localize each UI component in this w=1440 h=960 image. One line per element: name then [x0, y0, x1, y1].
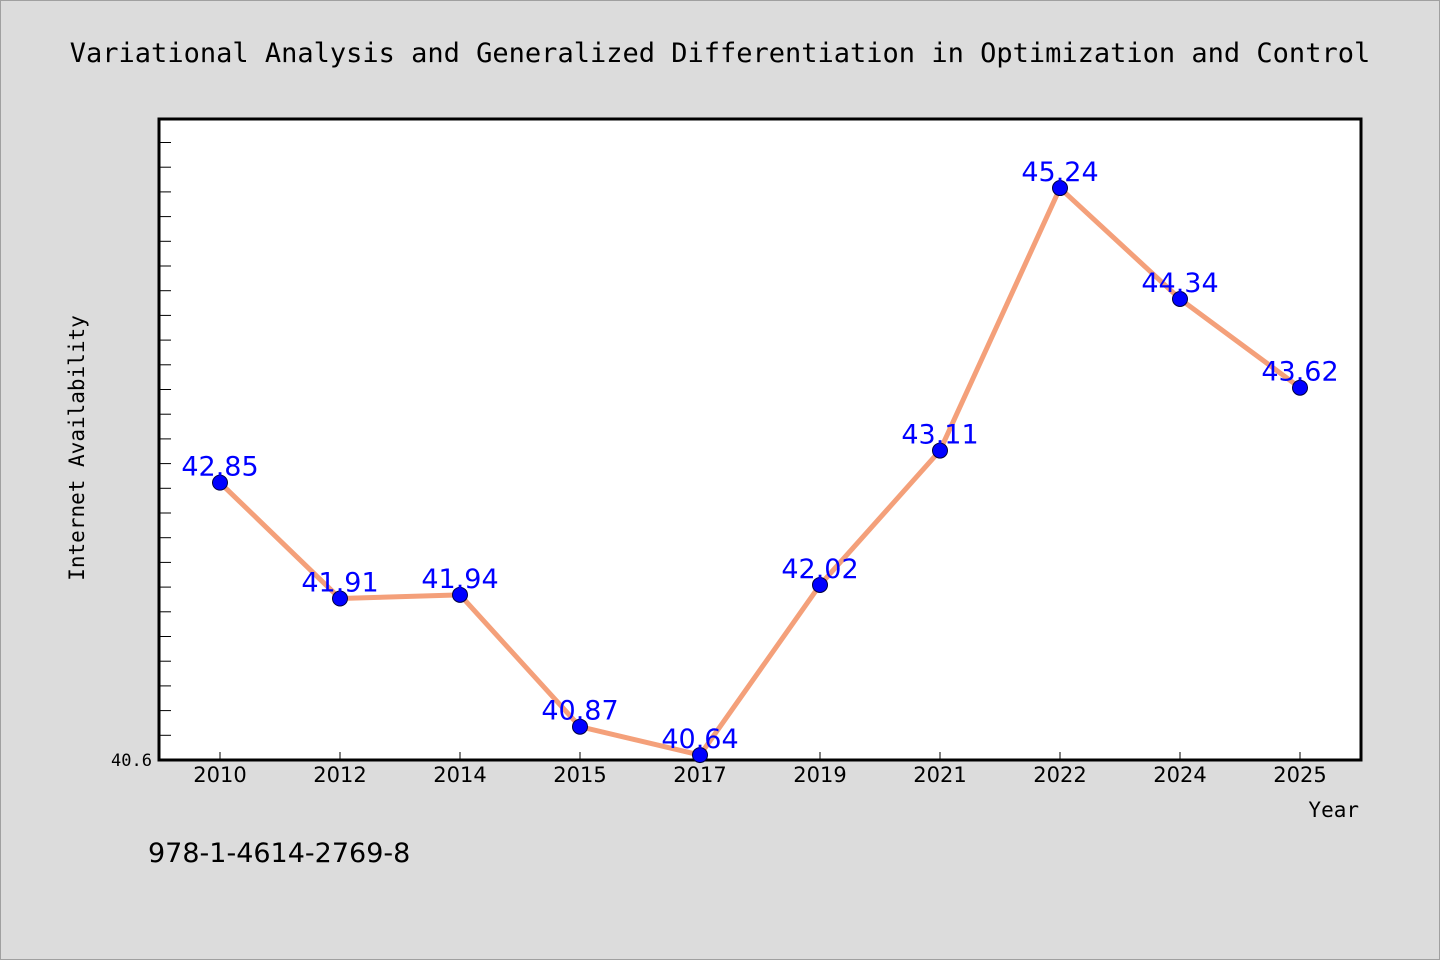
data-label: 40.87 [541, 696, 618, 727]
x-tick-label: 2025 [1273, 763, 1326, 787]
plot-area [157, 117, 1363, 762]
x-tick-label: 2022 [1033, 763, 1086, 787]
x-tick-label: 2024 [1153, 763, 1206, 787]
x-tick-label: 2015 [553, 763, 606, 787]
data-point [452, 586, 468, 603]
data-point [1292, 379, 1308, 396]
data-label: 41.94 [421, 564, 498, 595]
data-label: 45.24 [1021, 157, 1098, 188]
series-group: 42.85 41.91 41.94 40.87 40.64 42.02 43.11 45.24… [181, 157, 1339, 764]
series-line [217, 185, 1303, 758]
data-point [212, 474, 228, 491]
data-point [572, 718, 588, 735]
y-axis-minor-ticks [159, 142, 171, 736]
x-tick-label: 2017 [673, 763, 726, 787]
data-label: 41.91 [301, 568, 378, 599]
y-axis-label: Internet Availability [65, 315, 89, 581]
data-point [332, 590, 348, 607]
data-point [812, 576, 828, 593]
data-label: 42.02 [781, 554, 858, 585]
data-point [1052, 180, 1068, 197]
isbn-text: 978-1-4614-2769-8 [148, 838, 410, 869]
data-point [932, 442, 948, 459]
data-label: 40.64 [661, 724, 738, 755]
chart-title: Variational Analysis and Generalized Dif… [70, 38, 1370, 69]
data-label: 44.34 [1141, 268, 1218, 299]
x-tick-label: 2010 [193, 763, 246, 787]
x-tick-label: 2012 [313, 763, 366, 787]
data-label: 43.62 [1261, 357, 1338, 388]
x-axis-tick-labels: 2010 2012 2014 2015 2017 2019 2021 2022 2024 2025 [193, 763, 1326, 787]
x-tick-label: 2019 [793, 763, 846, 787]
data-point [1172, 290, 1188, 307]
data-point [692, 747, 708, 764]
y-tick-label: 40.6 [111, 751, 152, 771]
x-tick-label: 2021 [913, 763, 966, 787]
x-axis-label: Year [1308, 798, 1359, 822]
data-label: 43.11 [901, 420, 978, 451]
x-tick-label: 2014 [433, 763, 486, 787]
data-label: 42.85 [181, 452, 258, 483]
